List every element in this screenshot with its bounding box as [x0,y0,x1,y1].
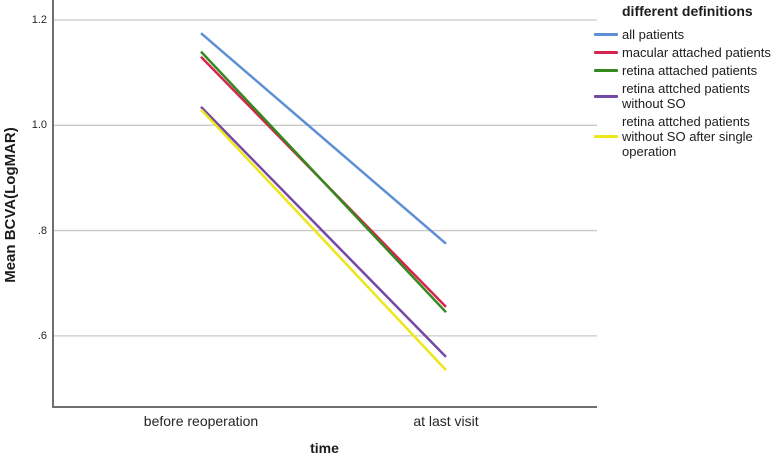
legend: different definitions all patients macula… [594,3,778,159]
legend-item: retina attached patients [594,63,778,78]
y-axis-tick-labels: 1.2 1.0 .8 .6 [0,0,47,408]
x-tick-label: before reoperation [143,413,259,429]
legend-item-label: macular attached patients [622,45,771,60]
series-line-retina-attched-patients-without-SO [200,106,447,358]
y-tick-label: .6 [37,329,47,342]
x-tick-label: at last visit [413,413,479,429]
legend-line-swatch [594,69,618,72]
series-line-all-patients [200,32,447,245]
x-axis-title: time [310,440,339,456]
legend-item: retina attched patients without SO [594,81,778,111]
series-line-retina-attched-patients-without-SO-after-single-operation [200,108,447,371]
legend-line-swatch [594,51,618,54]
plot-area [52,0,597,408]
legend-line-swatch [594,135,618,138]
legend-item-label: retina attched patients without SO [622,81,750,111]
y-tick-label: .8 [37,224,47,237]
legend-item: all patients [594,27,778,42]
legend-items: all patients macular attached patients ret… [594,27,778,159]
legend-title: different definitions [622,3,753,19]
y-tick-label: 1.0 [31,119,47,132]
legend-item-label: all patients [622,27,685,42]
legend-item-label: retina attached patients [622,63,758,78]
legend-line-swatch [594,94,618,98]
y-tick-label: 1.2 [31,14,47,26]
legend-item: retina attched patients without SO after… [594,114,778,159]
legend-item-label: retina attched patients without SO after… [622,114,753,159]
legend-line-swatch [594,33,618,36]
legend-item: macular attached patients [594,45,778,60]
series-line-retina-attached-patients [200,50,447,314]
